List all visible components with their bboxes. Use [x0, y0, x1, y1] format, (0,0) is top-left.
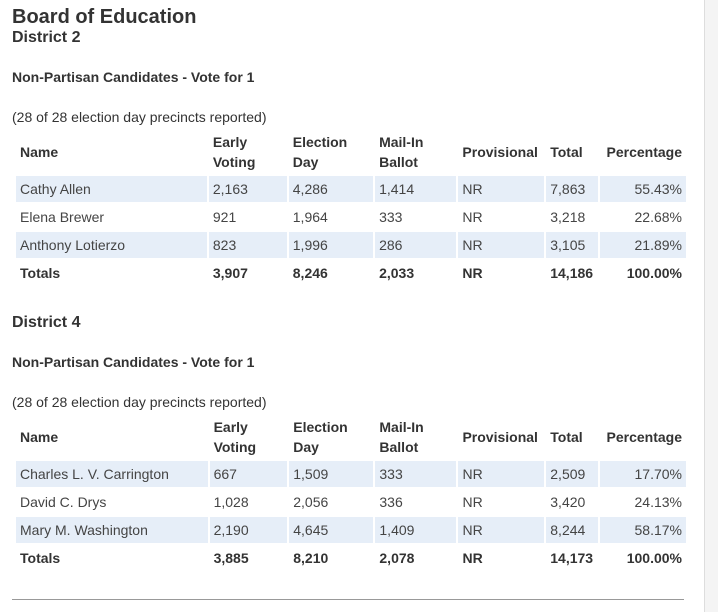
- total-value: 2,509: [546, 461, 599, 487]
- candidate-name: Anthony Lotierzo: [16, 232, 207, 258]
- total-value: 8,244: [546, 517, 599, 543]
- district-section: District 2 Non-Partisan Candidates - Vot…: [12, 28, 686, 288]
- percentage-total: 100.00%: [626, 550, 682, 566]
- election-day-total: 8,246: [292, 265, 328, 281]
- section-divider: [12, 599, 684, 600]
- election-day-value: 4,286: [288, 176, 374, 202]
- grand-total: 14,173: [550, 550, 594, 566]
- percentage-total: 100.00%: [626, 265, 682, 281]
- totals-label: Totals: [20, 550, 61, 566]
- table-row: Charles L. V. Carrington 667 1,509 333 N…: [16, 461, 686, 487]
- page-title: Board of Education: [12, 6, 197, 28]
- mail-in-value: 336: [379, 494, 403, 510]
- mail-in-value: 286: [375, 232, 457, 258]
- percentage-value: 22.68%: [634, 209, 682, 225]
- election-day-value: 1,964: [292, 209, 328, 225]
- early-voting-total: 3,907: [212, 265, 248, 281]
- district-title: District 2: [12, 29, 81, 46]
- provisional-value: NR: [462, 209, 483, 225]
- election-day-value: 2,056: [293, 494, 329, 510]
- mail-in-value: 1,414: [375, 176, 457, 202]
- district-title: District 4: [12, 314, 81, 331]
- provisional-value: NR: [458, 176, 545, 202]
- vertical-scrollbar[interactable]: [704, 0, 718, 612]
- provisional-value: NR: [462, 494, 483, 510]
- total-value: 3,420: [550, 494, 586, 510]
- table-row: David C. Drys 1,028 2,056 336 NR 3,420 2…: [16, 489, 686, 515]
- candidate-name: Elena Brewer: [20, 209, 105, 225]
- table-header-row: Name Early Voting Election Day Mail-In Ball…: [16, 130, 686, 174]
- election-day-value: 1,509: [289, 461, 374, 487]
- mail-in-value: 333: [379, 209, 403, 225]
- header-early-voting: Early Voting: [212, 134, 256, 170]
- header-percentage: Percentage: [606, 429, 682, 445]
- header-name: Name: [20, 144, 59, 160]
- election-day-value: 4,645: [289, 517, 374, 543]
- total-value: 3,105: [546, 232, 599, 258]
- totals-row: Totals 3,907 8,246 2,033 NR 14,186 100.0…: [16, 260, 686, 286]
- total-value: 3,218: [550, 209, 586, 225]
- early-voting-total: 3,885: [213, 550, 249, 566]
- header-percentage: Percentage: [606, 144, 682, 160]
- header-name: Name: [20, 429, 59, 445]
- election-day-total: 8,210: [293, 550, 329, 566]
- total-value: 7,863: [546, 176, 599, 202]
- header-mail-in-ballot: Mail-In Ballot: [379, 419, 424, 455]
- early-voting-value: 2,190: [209, 517, 288, 543]
- table-row: Cathy Allen 2,163 4,286 1,414 NR 7,863 5…: [16, 176, 686, 202]
- totals-label: Totals: [20, 265, 61, 281]
- provisional-value: NR: [458, 517, 545, 543]
- contest-title: Non-Partisan Candidates - Vote for 1: [12, 354, 255, 370]
- provisional-value: NR: [458, 461, 545, 487]
- early-voting-value: 823: [208, 232, 287, 258]
- provisional-value: NR: [458, 232, 545, 258]
- candidate-name: Charles L. V. Carrington: [16, 461, 208, 487]
- contest-title: Non-Partisan Candidates - Vote for 1: [12, 69, 255, 85]
- grand-total: 14,186: [550, 265, 594, 281]
- table-header-row: Name Early Voting Election Day Mail-In Ball…: [16, 415, 686, 459]
- results-table: Name Early Voting Election Day Mail-In Ball…: [14, 413, 688, 573]
- totals-row: Totals 3,885 8,210 2,078 NR 14,173 100.0…: [16, 545, 686, 571]
- table-row: Elena Brewer 921 1,964 333 NR 3,218 22.6…: [16, 204, 686, 230]
- candidate-name: Cathy Allen: [16, 176, 207, 202]
- header-early-voting: Early Voting: [213, 419, 257, 455]
- precincts-reported: (28 of 28 election day precincts reporte…: [12, 394, 267, 410]
- header-election-day: Election Day: [292, 134, 348, 170]
- candidate-name: David C. Drys: [20, 494, 107, 510]
- early-voting-value: 921: [212, 209, 237, 225]
- header-provisional: Provisional: [462, 429, 538, 445]
- district-section: District 4 Non-Partisan Candidates - Vot…: [12, 313, 686, 573]
- early-voting-value: 1,028: [213, 494, 249, 510]
- percentage-value: 17.70%: [600, 461, 686, 487]
- percentage-value: 24.13%: [634, 494, 682, 510]
- early-voting-value: 667: [209, 461, 288, 487]
- percentage-value: 58.17%: [600, 517, 686, 543]
- candidate-name: Mary M. Washington: [16, 517, 208, 543]
- election-day-value: 1,996: [288, 232, 374, 258]
- mail-in-value: 1,409: [375, 517, 457, 543]
- provisional-total: NR: [462, 550, 483, 566]
- header-mail-in-ballot: Mail-In Ballot: [379, 134, 424, 170]
- results-page: Board of Education District 2 Non-Partis…: [12, 6, 686, 573]
- percentage-value: 55.43%: [600, 176, 686, 202]
- mail-in-total: 2,078: [379, 550, 415, 566]
- percentage-value: 21.89%: [600, 232, 686, 258]
- early-voting-value: 2,163: [208, 176, 287, 202]
- table-row: Mary M. Washington 2,190 4,645 1,409 NR …: [16, 517, 686, 543]
- table-row: Anthony Lotierzo 823 1,996 286 NR 3,105 …: [16, 232, 686, 258]
- header-total: Total: [550, 429, 583, 445]
- precincts-reported: (28 of 28 election day precincts reporte…: [12, 109, 267, 125]
- header-provisional: Provisional: [462, 144, 538, 160]
- header-total: Total: [550, 144, 583, 160]
- header-election-day: Election Day: [293, 419, 348, 455]
- mail-in-value: 333: [375, 461, 457, 487]
- provisional-total: NR: [462, 265, 483, 281]
- mail-in-total: 2,033: [379, 265, 415, 281]
- results-table: Name Early Voting Election Day Mail-In Ball…: [14, 128, 688, 288]
